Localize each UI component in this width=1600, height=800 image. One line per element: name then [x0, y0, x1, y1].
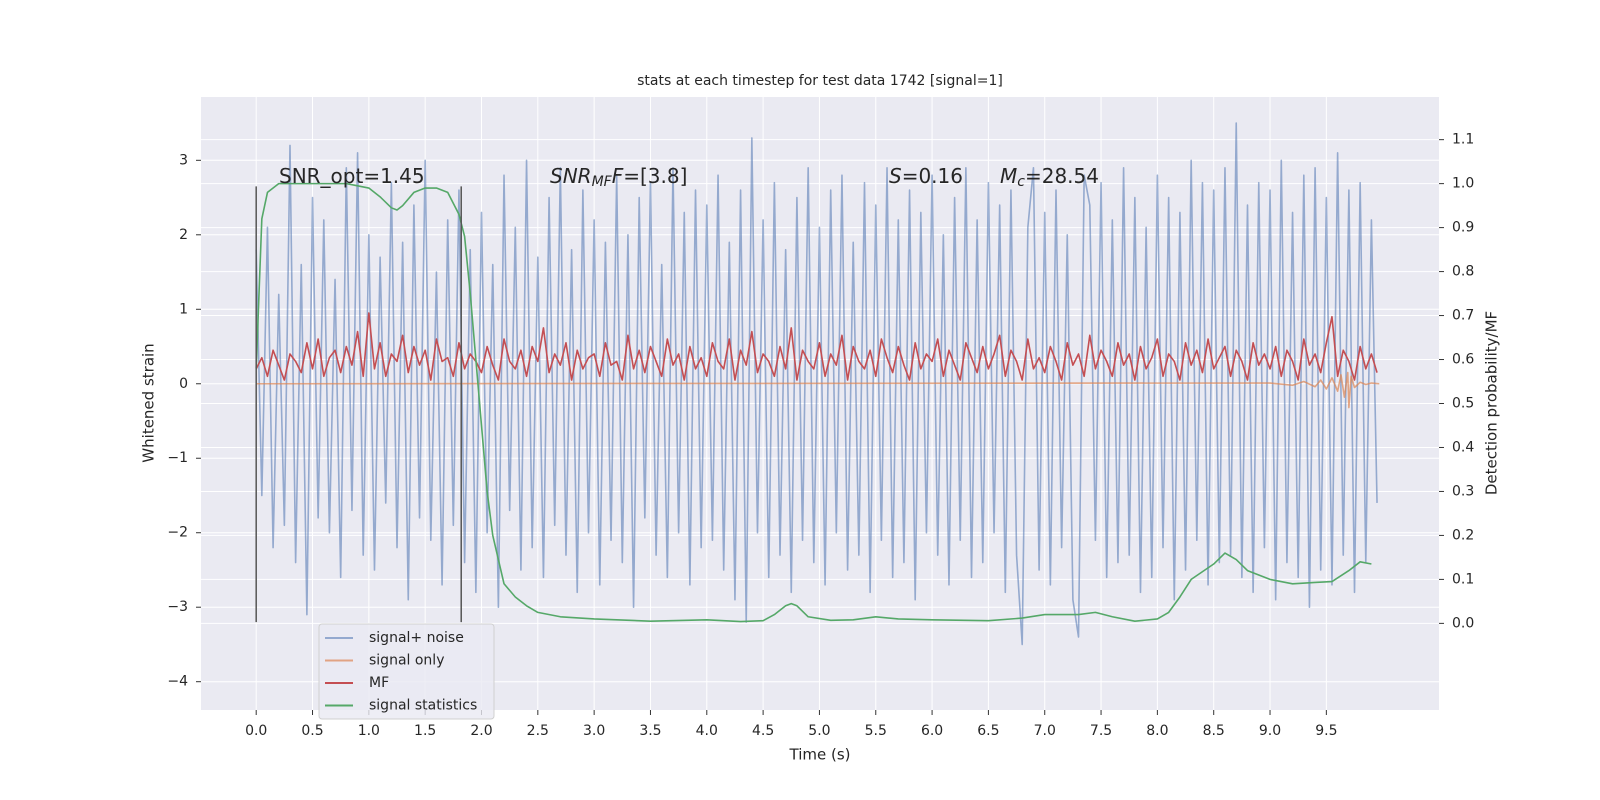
- legend: signal+ noise signal only MF signal statist…: [318, 623, 495, 720]
- annotation-part: M: [1000, 164, 1017, 188]
- x-tick-label: 9.0: [1259, 723, 1281, 739]
- y2-tick-label: 0.2: [1452, 527, 1474, 543]
- y-tick-label: 1: [179, 301, 188, 317]
- annotation-part: SNR: [550, 164, 592, 188]
- annotation-part: c: [1017, 174, 1025, 190]
- y-tick-label: −2: [167, 525, 188, 541]
- annotation-part: SNR_opt=1.45: [279, 164, 425, 188]
- y2-tick-label: 0.9: [1452, 220, 1474, 236]
- y2-axis-label: Detection probability/MF: [1483, 311, 1501, 495]
- x-tick-label: 2.5: [527, 723, 549, 739]
- x-tick-label: 2.0: [470, 723, 492, 739]
- x-tick-label: 1.5: [414, 723, 436, 739]
- y2-tick-label: 0.4: [1452, 439, 1474, 455]
- annotation-part: MF: [592, 174, 613, 190]
- annotation-part: =0.16: [902, 164, 963, 188]
- y2-tick-label: 1.1: [1452, 132, 1474, 148]
- y2-tick-label: 0.7: [1452, 308, 1474, 324]
- x-tick-label: 6.0: [921, 723, 943, 739]
- x-tick-label: 6.5: [977, 723, 999, 739]
- x-tick-label: 1.0: [358, 723, 380, 739]
- legend-box: [318, 623, 495, 720]
- y-tick-label: −1: [167, 450, 188, 466]
- series-line: [255, 182, 1372, 623]
- annotation: Mc=28.54: [1000, 164, 1099, 191]
- annotation-part: F: [612, 164, 624, 188]
- x-tick-label: 7.5: [1090, 723, 1112, 739]
- x-tick-label: 5.0: [808, 723, 830, 739]
- x-tick-label: 4.0: [696, 723, 718, 739]
- chart-title: stats at each timestep for test data 174…: [637, 73, 1003, 89]
- y-tick-label: −4: [167, 674, 188, 690]
- annotation: SNR_opt=1.45: [279, 164, 425, 188]
- series-line: [255, 122, 1378, 646]
- annotation-part: =[3.8]: [623, 164, 687, 188]
- y-tick-label: 2: [179, 227, 188, 243]
- y2-tick-label: 0.5: [1452, 396, 1474, 412]
- legend-label: MF: [369, 675, 389, 691]
- x-tick-label: 4.5: [752, 723, 774, 739]
- y2-tick-label: 0.3: [1452, 483, 1474, 499]
- x-tick-label: 8.0: [1146, 723, 1168, 739]
- x-tick-label: 0.5: [301, 723, 323, 739]
- y2-tick-label: 0.6: [1452, 352, 1474, 368]
- y-tick-label: 3: [179, 152, 188, 168]
- x-tick-label: 7.0: [1034, 723, 1056, 739]
- x-tick-label: 8.5: [1203, 723, 1225, 739]
- annotation: S=0.16: [889, 164, 963, 188]
- y2-tick-label: 1.0: [1452, 176, 1474, 192]
- x-tick-label: 9.5: [1315, 723, 1337, 739]
- x-tick-label: 0.0: [245, 723, 267, 739]
- annotation-part: S: [889, 164, 902, 188]
- y2-tick-label: 0.8: [1452, 264, 1474, 280]
- x-tick-label: 3.5: [639, 723, 661, 739]
- x-tick-label: 3.0: [583, 723, 605, 739]
- x-axis-label: Time (s): [789, 746, 851, 764]
- y-axis-label: Whitened strain: [140, 343, 158, 462]
- y2-tick-label: 0.0: [1452, 615, 1474, 631]
- legend-label: signal only: [369, 653, 444, 669]
- x-tick-label: 5.5: [865, 723, 887, 739]
- legend-label: signal statistics: [369, 698, 477, 714]
- y-tick-label: 0: [179, 376, 188, 392]
- series-line: [256, 371, 1380, 409]
- y2-tick-label: 0.1: [1452, 571, 1474, 587]
- series-line: [255, 312, 1378, 381]
- annotation: SNRMFF=[3.8]: [550, 164, 687, 191]
- legend-label: signal+ noise: [369, 630, 464, 646]
- annotation-part: =28.54: [1025, 164, 1099, 188]
- y-tick-label: −3: [167, 599, 188, 615]
